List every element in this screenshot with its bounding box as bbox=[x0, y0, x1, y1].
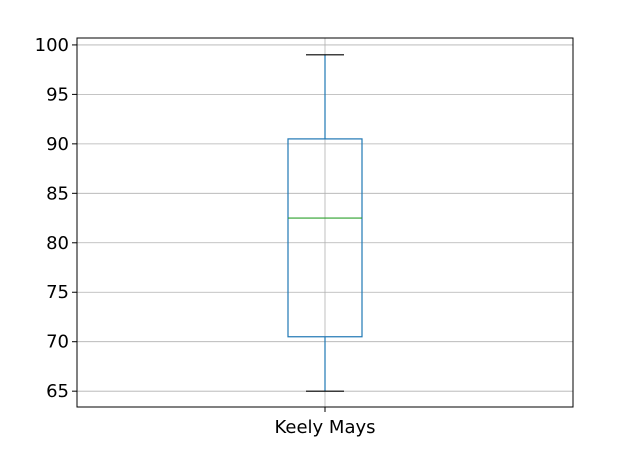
y-tick-label: 90 bbox=[46, 134, 69, 155]
y-tick-label: 75 bbox=[46, 282, 69, 303]
y-tick-label: 100 bbox=[35, 35, 69, 56]
y-tick-label: 85 bbox=[46, 183, 69, 204]
y-tick-label: 65 bbox=[46, 381, 69, 402]
x-axis-ticks: Keely Mays bbox=[274, 407, 376, 438]
y-tick-label: 80 bbox=[46, 233, 69, 254]
y-tick-label: 95 bbox=[46, 84, 69, 105]
y-axis-ticks: 65 70 75 80 85 90 95 100 bbox=[35, 35, 77, 402]
x-category-label: Keely Mays bbox=[274, 417, 375, 438]
box-elements bbox=[287, 54, 363, 392]
iqr-box bbox=[287, 138, 363, 338]
grid-lines bbox=[77, 38, 573, 407]
y-tick-label: 70 bbox=[46, 332, 69, 353]
